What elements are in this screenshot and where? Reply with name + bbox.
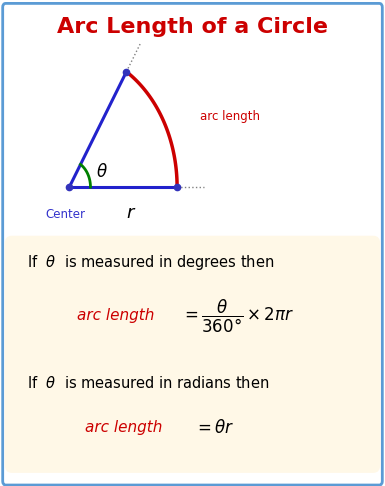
Text: $= \theta r$: $= \theta r$	[194, 418, 235, 437]
FancyBboxPatch shape	[5, 236, 380, 366]
Text: $=\dfrac{\theta}{360°}\times 2\pi r$: $=\dfrac{\theta}{360°}\times 2\pi r$	[181, 297, 294, 334]
Text: arc length: arc length	[85, 420, 162, 435]
Text: arc length: arc length	[77, 309, 154, 323]
Text: arc length: arc length	[200, 110, 260, 123]
Text: Arc Length of a Circle: Arc Length of a Circle	[57, 17, 328, 37]
Text: $r$: $r$	[126, 204, 136, 222]
FancyBboxPatch shape	[3, 3, 382, 485]
Text: $\theta$: $\theta$	[96, 162, 108, 181]
FancyBboxPatch shape	[5, 356, 380, 473]
Text: If  $\theta$  is measured in radians then: If $\theta$ is measured in radians then	[27, 375, 269, 391]
Text: If  $\theta$  is measured in degrees then: If $\theta$ is measured in degrees then	[27, 253, 274, 273]
Text: Center: Center	[45, 208, 85, 221]
